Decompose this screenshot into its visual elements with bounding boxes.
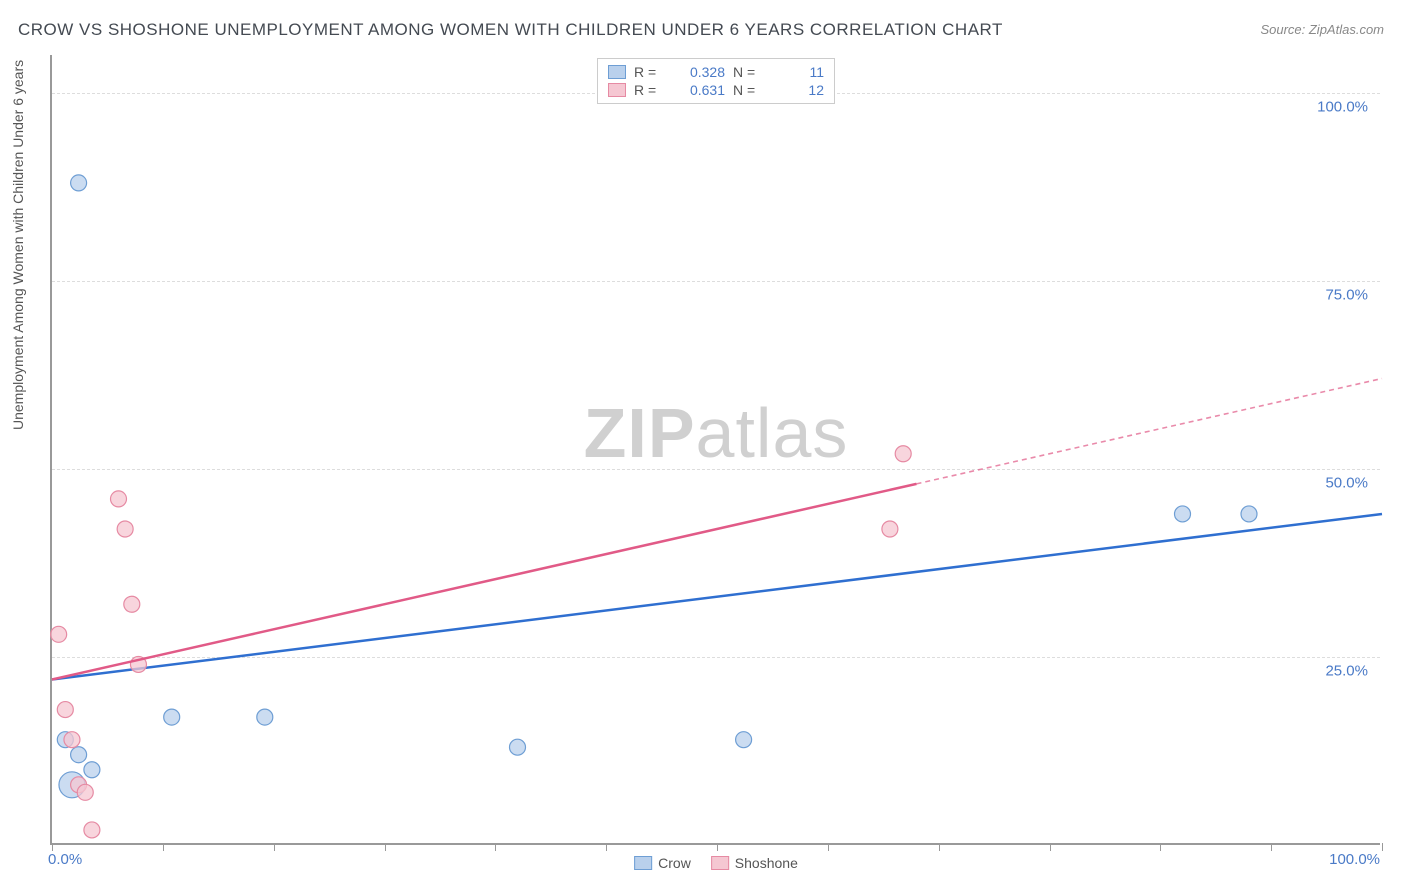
legend-row: R = 0.328 N = 11 bbox=[608, 63, 824, 81]
legend-series-name: Shoshone bbox=[735, 855, 798, 871]
data-point bbox=[1241, 506, 1257, 522]
chart-svg bbox=[52, 55, 1380, 843]
trend-line bbox=[52, 514, 1382, 680]
data-point bbox=[1175, 506, 1191, 522]
data-point bbox=[882, 521, 898, 537]
legend-item: Shoshone bbox=[711, 855, 798, 871]
x-tick bbox=[606, 843, 607, 851]
legend-n-label: N = bbox=[733, 64, 761, 80]
legend-series-name: Crow bbox=[658, 855, 691, 871]
trend-line bbox=[52, 484, 917, 680]
data-point bbox=[124, 596, 140, 612]
legend-n-label: N = bbox=[733, 82, 761, 98]
legend-r-label: R = bbox=[634, 64, 662, 80]
chart-title: CROW VS SHOSHONE UNEMPLOYMENT AMONG WOME… bbox=[18, 20, 1003, 40]
data-point bbox=[117, 521, 133, 537]
legend-r-value: 0.328 bbox=[670, 64, 725, 80]
legend-r-value: 0.631 bbox=[670, 82, 725, 98]
legend-row: R = 0.631 N = 12 bbox=[608, 81, 824, 99]
x-tick bbox=[52, 843, 53, 851]
x-tick bbox=[1160, 843, 1161, 851]
legend-item: Crow bbox=[634, 855, 691, 871]
x-tick bbox=[385, 843, 386, 851]
x-tick bbox=[274, 843, 275, 851]
data-point bbox=[51, 626, 67, 642]
x-tick bbox=[1050, 843, 1051, 851]
legend-n-value: 12 bbox=[769, 82, 824, 98]
data-point bbox=[71, 175, 87, 191]
data-point bbox=[895, 446, 911, 462]
x-axis-max-label: 100.0% bbox=[1329, 851, 1380, 868]
legend-swatch bbox=[711, 856, 729, 870]
data-point bbox=[164, 709, 180, 725]
source-attribution: Source: ZipAtlas.com bbox=[1260, 22, 1384, 37]
data-point bbox=[257, 709, 273, 725]
series-legend: Crow Shoshone bbox=[634, 855, 798, 871]
x-tick bbox=[1382, 843, 1383, 851]
trend-line-dashed bbox=[917, 379, 1383, 484]
y-axis-label: Unemployment Among Women with Children U… bbox=[10, 60, 26, 430]
x-tick bbox=[828, 843, 829, 851]
data-point bbox=[510, 739, 526, 755]
x-tick bbox=[495, 843, 496, 851]
legend-swatch bbox=[608, 65, 626, 79]
legend-n-value: 11 bbox=[769, 64, 824, 80]
x-tick bbox=[163, 843, 164, 851]
data-point bbox=[84, 822, 100, 838]
data-point bbox=[57, 702, 73, 718]
x-tick bbox=[939, 843, 940, 851]
data-point bbox=[84, 762, 100, 778]
data-point bbox=[77, 784, 93, 800]
legend-swatch bbox=[608, 83, 626, 97]
x-axis-min-label: 0.0% bbox=[48, 851, 82, 868]
legend-r-label: R = bbox=[634, 82, 662, 98]
x-tick bbox=[717, 843, 718, 851]
legend-swatch bbox=[634, 856, 652, 870]
data-point bbox=[736, 732, 752, 748]
x-tick bbox=[1271, 843, 1272, 851]
correlation-legend: R = 0.328 N = 11 R = 0.631 N = 12 bbox=[597, 58, 835, 104]
data-point bbox=[64, 732, 80, 748]
data-point bbox=[71, 747, 87, 763]
data-point bbox=[111, 491, 127, 507]
plot-area: ZIPatlas 25.0%50.0%75.0%100.0% R =0.328N… bbox=[50, 55, 1380, 845]
